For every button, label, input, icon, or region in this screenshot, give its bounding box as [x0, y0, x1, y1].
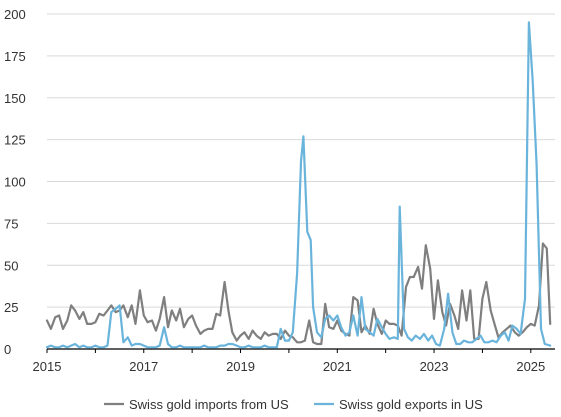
x-tick-label: 2021 — [323, 359, 352, 374]
x-tick-label: 2017 — [129, 359, 158, 374]
series-line-imports — [45, 242, 552, 346]
y-axis: 0 25 50 75 100 125 150 175 200 — [4, 7, 26, 357]
y-tick-label: 100 — [4, 175, 26, 190]
y-tick-label: 150 — [4, 91, 26, 106]
x-tick-label: 2025 — [516, 359, 545, 374]
y-tick-label: 175 — [4, 49, 26, 64]
y-tick-label: 200 — [4, 7, 26, 22]
legend-label: Swiss gold exports in US — [339, 397, 483, 412]
y-tick-label: 125 — [4, 133, 26, 148]
y-tick-label: 0 — [4, 342, 11, 357]
legend-label: Swiss gold imports from US — [129, 397, 289, 412]
x-tick-label: 2015 — [33, 359, 62, 374]
y-tick-label: 75 — [4, 216, 18, 231]
y-tick-label: 50 — [4, 258, 18, 273]
x-tick-label: 2023 — [420, 359, 449, 374]
series-line-exports — [45, 21, 552, 349]
grid-lines — [47, 13, 555, 308]
x-tick-label: 2019 — [226, 359, 255, 374]
legend: Swiss gold imports from US Swiss gold exp… — [104, 397, 483, 412]
x-axis: 2015 2017 2019 2021 2023 2025 — [33, 348, 555, 374]
y-tick-label: 25 — [4, 300, 18, 315]
series-lines — [45, 21, 552, 349]
